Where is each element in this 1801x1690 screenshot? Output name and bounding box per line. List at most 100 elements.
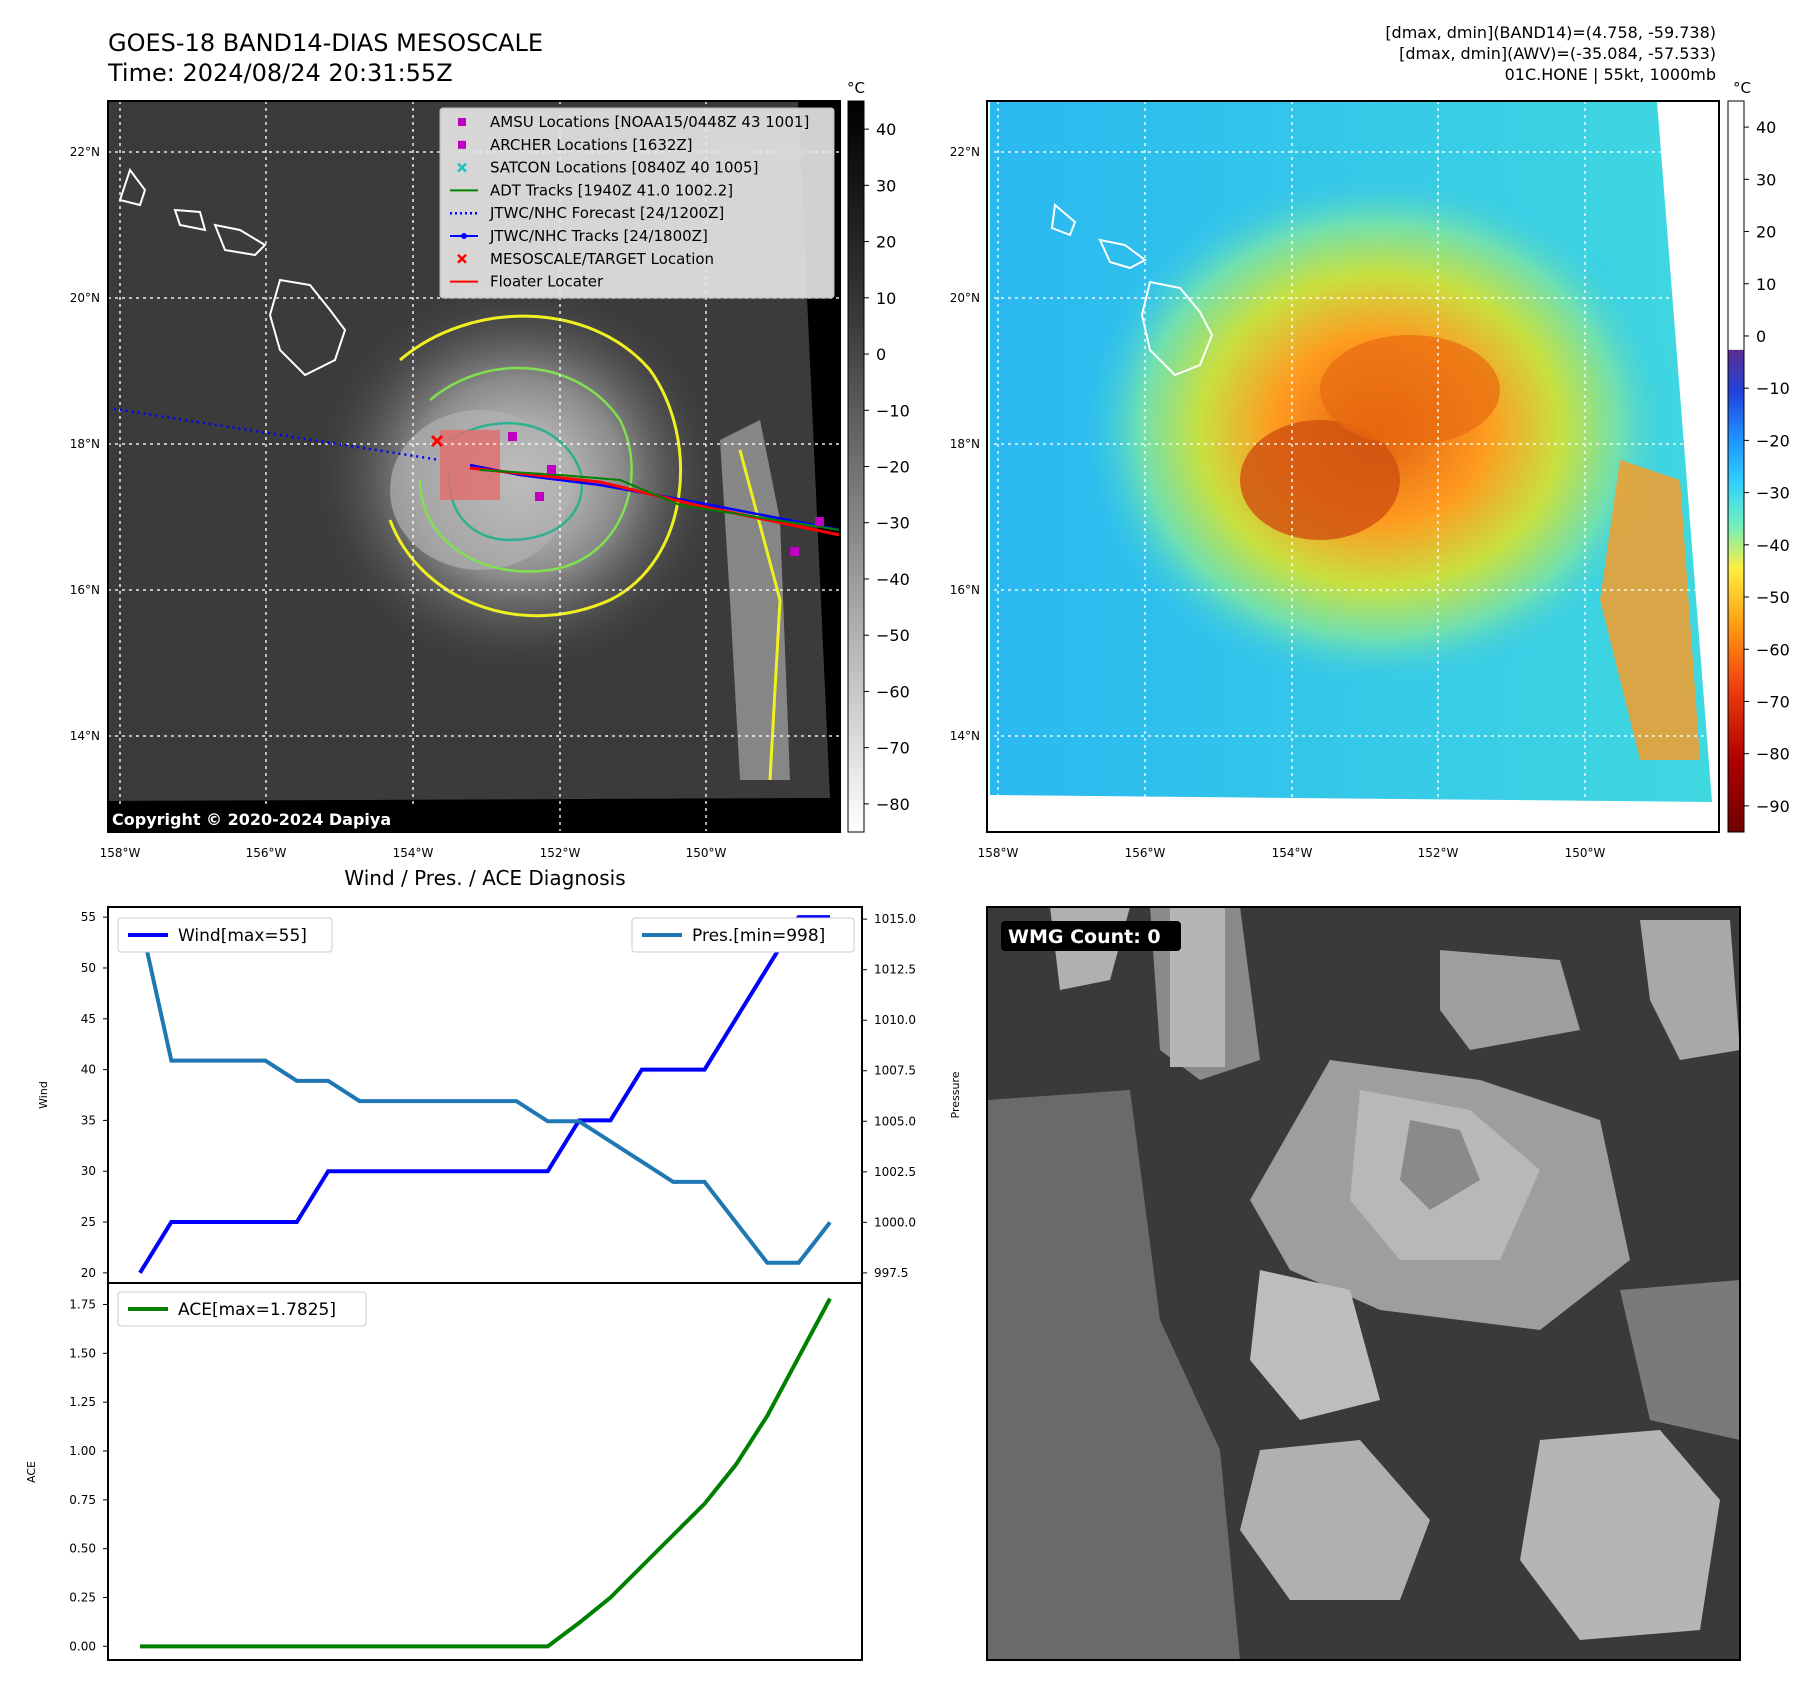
pressure-tick-label: 1005.0 <box>874 1114 916 1128</box>
ace-tick-label: 0.50 <box>69 1542 96 1556</box>
svg-text:152°W: 152°W <box>540 846 581 860</box>
svg-text:20°N: 20°N <box>70 291 100 305</box>
legend-x-marker <box>457 162 467 173</box>
ir-lon-labels: 158°W 156°W 154°W 152°W 150°W <box>100 846 727 860</box>
legend-entry: Floater Locater <box>450 273 604 291</box>
svg-text:14°N: 14°N <box>70 729 100 743</box>
svg-text:154°W: 154°W <box>1272 846 1313 860</box>
ace-legend-label: ACE[max=1.7825] <box>178 1300 336 1320</box>
legend-label: ADT Tracks [1940Z 41.0 1002.2] <box>490 181 733 199</box>
legend-label: AMSU Locations [NOAA15/0448Z 43 1001] <box>490 113 809 131</box>
amsu-markers <box>508 432 824 556</box>
hawaii-coastline <box>118 167 347 377</box>
svg-text:152°W: 152°W <box>1418 846 1459 860</box>
colorbar-tick-label: −20 <box>1756 431 1790 450</box>
ir-colorbar-unit: °C <box>847 79 865 97</box>
colorbar-tick-label: −10 <box>1756 379 1790 398</box>
pressure-tick-label: 1007.5 <box>874 1064 916 1078</box>
colorbar-tick-label: −30 <box>876 514 910 533</box>
awv-colorbar-ticks: 40 30 20 10 0 −10 −20 −30 −40 −50 −60 −70 −80 −90 <box>1744 118 1790 816</box>
ace-legend: ACE[max=1.7825] <box>117 1291 367 1327</box>
ace-tick-label: 1.75 <box>69 1297 96 1311</box>
legend-entry: AMSU Locations [NOAA15/0448Z 43 1001] <box>458 113 809 131</box>
ace-axis-label: ACE <box>25 1461 38 1483</box>
wind-tick-label: 20 <box>81 1266 96 1280</box>
forecast-track-line <box>108 406 441 462</box>
colorbar-tick-label: −80 <box>1756 745 1790 764</box>
legend-x-marker <box>457 253 467 264</box>
pressure-tick-label: 1002.5 <box>874 1165 916 1179</box>
legend-entry: ARCHER Locations [1632Z] <box>458 136 693 154</box>
wind-pressure-chart: 20 25 30 35 40 45 50 55 997.5 1000.0 1002.5 1005.0 1… <box>37 906 962 1284</box>
ace-tick-label: 0.25 <box>69 1590 96 1604</box>
legend-label: MESOSCALE/TARGET Location <box>490 250 714 268</box>
legend-square-marker <box>458 140 466 149</box>
pressure-tick-label: 1015.0 <box>874 912 916 926</box>
colorbar-tick-label: 0 <box>876 345 886 364</box>
legend-label: ARCHER Locations [1632Z] <box>490 136 693 154</box>
pressure-tick-label: 1012.5 <box>874 963 916 977</box>
ace-tick-label: 1.25 <box>69 1395 96 1409</box>
colorbar-tick-label: −40 <box>1756 536 1790 555</box>
svg-text:150°W: 150°W <box>1565 846 1606 860</box>
colorbar-tick-label: −10 <box>876 401 910 420</box>
awv-eastern-band <box>1600 460 1700 760</box>
awv-colorbar-unit: °C <box>1733 79 1751 97</box>
svg-text:158°W: 158°W <box>100 846 141 860</box>
legend-label: SATCON Locations [0840Z 40 1005] <box>490 159 758 177</box>
svg-text:20°N: 20°N <box>950 291 980 305</box>
legend-square-marker <box>458 118 466 126</box>
svg-text:18°N: 18°N <box>70 437 100 451</box>
ir-colorbar <box>847 100 865 833</box>
wind-series-line <box>138 915 830 1274</box>
info-awv-range: [dmax, dmin](AWV)=(-35.084, -57.533) <box>1399 44 1716 63</box>
svg-text:156°W: 156°W <box>1125 846 1166 860</box>
svg-text:22°N: 22°N <box>950 145 980 159</box>
pressure-axis-label: Pressure <box>949 1071 962 1118</box>
awv-lon-labels: 158°W 156°W 154°W 152°W 150°W <box>978 846 1606 860</box>
wind-tick-label: 55 <box>81 910 96 924</box>
ace-tick-label: 1.50 <box>69 1346 96 1360</box>
info-storm-summary: 01C.HONE | 55kt, 1000mb <box>1505 65 1716 84</box>
awv-map-frame <box>986 100 1720 833</box>
colorbar-tick-label: −80 <box>876 795 910 814</box>
colorbar-tick-label: −50 <box>876 626 910 645</box>
ir-lat-labels: 22°N 20°N 18°N 16°N 14°N <box>70 145 100 743</box>
colorbar-tick-label: 40 <box>876 120 896 139</box>
legend-dot-marker <box>461 233 467 239</box>
svg-text:16°N: 16°N <box>950 583 980 597</box>
colorbar-tick-label: 20 <box>876 233 896 252</box>
colorbar-tick-label: −60 <box>876 682 910 701</box>
legend-label: JTWC/NHC Tracks [24/1800Z] <box>489 227 708 245</box>
wind-legend-label: Wind[max=55] <box>178 926 307 946</box>
colorbar-tick-label: −40 <box>876 570 910 589</box>
wind-tick-label: 50 <box>81 961 96 975</box>
wmg-count-badge <box>1001 921 1181 951</box>
ace-series-line <box>140 1297 832 1649</box>
colorbar-tick-label: −70 <box>876 739 910 758</box>
pressure-legend-label: Pres.[min=998] <box>692 926 825 946</box>
colorbar-tick-label: 10 <box>1756 275 1776 294</box>
ir-legend: AMSU Locations [NOAA15/0448Z 43 1001] ARC… <box>439 107 835 299</box>
ir-colorbar-ticks: 40 30 20 10 0 −10 −20 −30 −40 −50 −60 −70 −80 <box>864 120 910 814</box>
colorbar-tick-label: 0 <box>1756 327 1766 346</box>
wind-tick-label: 25 <box>81 1215 96 1229</box>
wind-tick-label: 45 <box>81 1012 96 1026</box>
wind-legend: Wind[max=55] <box>117 917 333 953</box>
ace-chart: 0.00 0.25 0.50 0.75 1.00 1.25 1.50 1.75 ACE ACE… <box>25 1282 863 1661</box>
legend-entry: SATCON Locations [0840Z 40 1005] <box>457 159 758 177</box>
colorbar-tick-label: −30 <box>1756 484 1790 503</box>
colorbar-tick-label: 10 <box>876 289 896 308</box>
adt-track-line <box>479 469 840 531</box>
wind-axis-label: Wind <box>37 1081 50 1109</box>
pressure-legend: Pres.[min=998] <box>631 917 855 953</box>
colorbar-tick-label: 20 <box>1756 223 1776 242</box>
svg-text:16°N: 16°N <box>70 583 100 597</box>
pressure-tick-label: 997.5 <box>874 1266 908 1280</box>
ir-map-frame <box>107 100 841 833</box>
colorbar-tick-label: 30 <box>1756 170 1776 189</box>
wind-tick-label: 30 <box>81 1164 96 1178</box>
legend-entry: JTWC/NHC Tracks [24/1800Z] <box>450 227 708 245</box>
awv-lat-labels: 22°N 20°N 18°N 16°N 14°N <box>950 145 980 743</box>
wind-tick-label: 40 <box>81 1063 96 1077</box>
